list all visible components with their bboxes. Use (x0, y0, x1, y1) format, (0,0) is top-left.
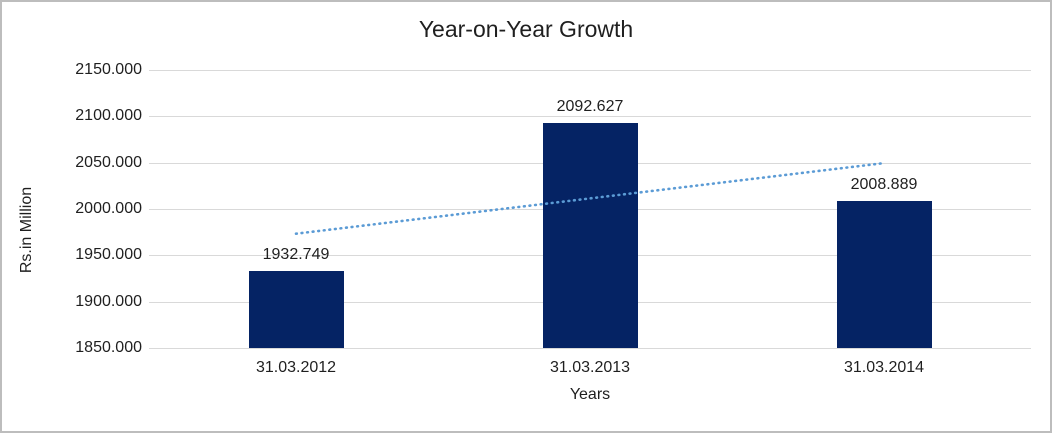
y-axis-title: Rs.in Million (18, 186, 35, 274)
bar-data-label: 2092.627 (556, 98, 624, 116)
gridline (149, 116, 1031, 118)
y-tick-label: 2000.000 (75, 200, 142, 217)
bar (248, 271, 344, 348)
y-tick-label: 2100.000 (75, 107, 142, 125)
y-tick-label: 1900.000 (75, 292, 142, 310)
x-category-label: 31.03.2014 (843, 359, 925, 376)
x-category-label: 31.03.2013 (549, 359, 631, 376)
gridline (149, 70, 1031, 71)
x-axis-title: Years (569, 386, 611, 403)
plot-area: 1932.749 31.03.2012 2092.627 31.03.2013 2008… (149, 70, 1031, 376)
bar (542, 123, 638, 348)
x-category-label: 31.03.2012 (255, 359, 337, 376)
y-tick-label: 2050.000 (75, 153, 142, 171)
bar-data-label: 2008.889 (850, 175, 918, 193)
gridline (149, 348, 1031, 349)
y-tick-label: 1950.000 (75, 246, 142, 264)
y-tick-label: 2150.000 (75, 61, 142, 78)
y-tick-label: 1850.000 (75, 339, 142, 356)
trendline-line (294, 161, 886, 235)
bar (836, 200, 932, 348)
trendline (294, 161, 886, 235)
bar-data-label: 1932.749 (262, 246, 330, 264)
chart-title: Year-on-Year Growth (418, 16, 634, 42)
